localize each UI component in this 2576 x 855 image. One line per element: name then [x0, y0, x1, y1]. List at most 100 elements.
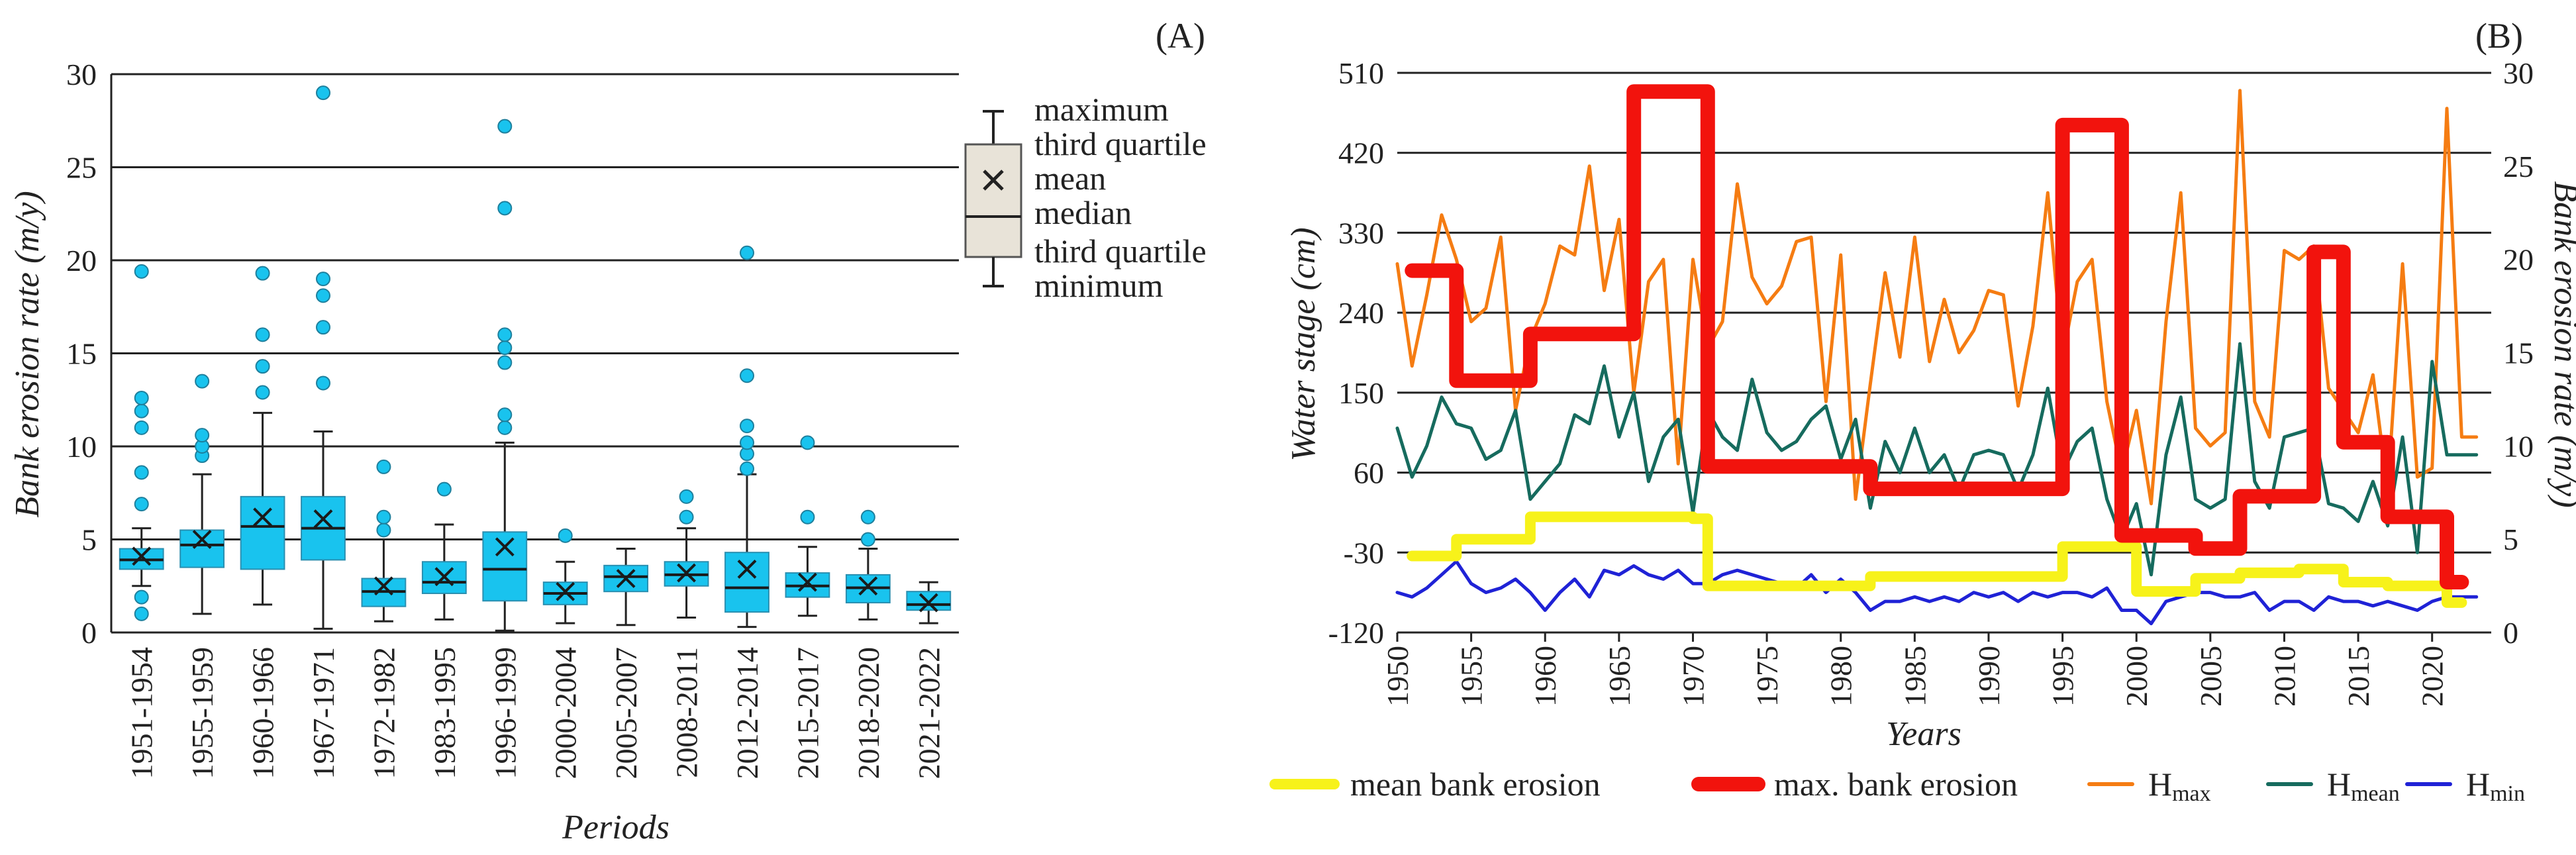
x-tick-label: 1955 — [1455, 646, 1489, 707]
panel-b-right-y-axis-label: Bank erosion rate (m/y) — [2547, 181, 2576, 507]
outlier-point — [558, 528, 573, 543]
mean-marker — [374, 576, 393, 596]
y-tick-label: 510 — [1338, 56, 1384, 90]
panel-b-title: (B) — [2475, 16, 2523, 56]
box-1983-1995 — [421, 481, 467, 621]
panel-b-x-axis-label: Years — [1886, 715, 1961, 753]
outlier-point — [316, 376, 330, 391]
mean-marker — [192, 530, 212, 549]
mean-marker — [253, 507, 272, 527]
x-tick-label: 1995 — [2046, 646, 2080, 707]
x-tick-label: 1950 — [1381, 646, 1414, 707]
y-tick-label: 420 — [1338, 136, 1384, 170]
outlier-point — [740, 245, 754, 260]
x-tick-label: 1983-1995 — [428, 647, 462, 779]
legend-box — [964, 143, 1022, 258]
x-tick-label: 1960 — [1528, 646, 1562, 707]
legend-label-maximum: maximum — [1034, 91, 1169, 128]
outlier-point — [497, 420, 513, 435]
panel-b-legend: mean bank erosion max. bank erosion Hmax Hm… — [1269, 766, 2525, 806]
x-tick-label: 1975 — [1750, 646, 1784, 707]
outlier-point — [497, 119, 513, 134]
outlier-point — [740, 368, 754, 383]
panel-a-y-ticks: 0 5 10 15 20 25 30 — [66, 58, 97, 650]
y-tick-label: 5 — [81, 523, 97, 557]
right-y-tick-label: 30 — [2503, 56, 2534, 90]
outlier-point — [134, 264, 149, 279]
y-tick-label: 330 — [1338, 216, 1384, 250]
panel-b-x-ticks: 1950 1955 1960 1965 1970 1975 1980 1985 1990 1995… — [1381, 632, 2450, 707]
legend-item: Hmin — [2405, 766, 2525, 806]
right-y-tick-label: 15 — [2503, 336, 2534, 370]
panel-b-left-y-axis-label: Water stage (cm) — [1285, 227, 1322, 461]
outlier-point — [134, 390, 149, 405]
panel-b-gridlines — [1397, 72, 2491, 634]
mean-marker — [556, 581, 575, 601]
outlier-point — [800, 435, 815, 450]
iqr-box — [603, 564, 649, 593]
x-tick-label: 2008-2011 — [670, 647, 704, 778]
panel-a-boxes — [119, 85, 952, 632]
x-tick-label: 2005 — [2194, 646, 2228, 707]
outlier-point — [134, 497, 149, 512]
mean-marker — [798, 572, 817, 592]
x-tick-label: 1970 — [1676, 646, 1710, 707]
series-line-hmax — [1395, 89, 2479, 505]
legend-item: Hmean — [2266, 766, 2400, 806]
outlier-point — [376, 459, 391, 474]
x-tick-label: 2010 — [2267, 646, 2301, 707]
panel-b: (B) Water stage (cm) Bank erosion rate (… — [1269, 16, 2576, 806]
right-y-tick-label: 20 — [2503, 243, 2534, 277]
panel-b-left-y-ticks: -120 -30 60 150 240 330 420 510 — [1328, 56, 1384, 650]
legend-item: Hmax — [2087, 766, 2211, 806]
outlier-point — [134, 589, 149, 605]
y-tick-label: 0 — [81, 616, 97, 650]
right-y-tick-label: 25 — [2503, 150, 2534, 183]
mean-marker — [918, 593, 938, 613]
iqr-box — [240, 495, 285, 570]
x-tick-label: 1955-1959 — [185, 647, 219, 779]
outlier-point — [740, 435, 754, 450]
x-tick-label: 2000 — [2120, 646, 2154, 707]
x-tick-label: 2018-2020 — [852, 647, 885, 779]
right-y-tick-label: 0 — [2503, 616, 2518, 650]
outlier-point — [255, 359, 270, 374]
x-tick-label: 1965 — [1603, 646, 1636, 707]
series-line-hmin — [1395, 560, 2479, 626]
mean-marker — [313, 509, 333, 529]
x-tick-label: 1967-1971 — [307, 647, 340, 779]
legend-label-third-quartile-top: third quartile — [1034, 125, 1207, 162]
outlier-point — [740, 461, 754, 476]
outlier-point — [376, 523, 391, 538]
x-tick-label: 1951-1954 — [125, 647, 159, 779]
box-2008-2011 — [664, 489, 709, 619]
legend-item: mean bank erosion — [1269, 766, 1601, 803]
panel-a-box-legend: maximum third quartile mean median third… — [964, 91, 1207, 304]
box-2021-2022 — [906, 581, 952, 625]
legend-label-median: median — [1034, 194, 1132, 231]
mean-marker — [677, 563, 696, 583]
y-tick-label: 25 — [66, 151, 97, 185]
x-tick-label: 1990 — [1972, 646, 2006, 707]
y-tick-label: 15 — [66, 337, 97, 371]
series-line-hmean — [1395, 342, 2479, 577]
legend-label-mean: mean — [1034, 160, 1106, 197]
right-y-tick-label: 10 — [2503, 429, 2534, 463]
legend-label-minimum: minimum — [1034, 267, 1164, 304]
x-tick-label: 1996-1999 — [488, 647, 522, 779]
y-tick-label: 240 — [1338, 296, 1384, 330]
panel-a-gridlines — [110, 73, 959, 634]
mean-marker — [616, 569, 636, 588]
outlier-point — [316, 272, 330, 287]
outlier-point — [255, 266, 270, 281]
outlier-point — [255, 327, 270, 342]
x-tick-label: 2015 — [2342, 646, 2375, 707]
legend-label: mean bank erosion — [1350, 766, 1601, 803]
legend-item: max. bank erosion — [1691, 766, 2018, 803]
outlier-point — [800, 509, 815, 525]
mean-marker — [858, 576, 878, 596]
x-tick-label: 2020 — [2416, 646, 2450, 707]
x-tick-label: 1985 — [1898, 646, 1932, 707]
outlier-point — [860, 532, 875, 547]
series-line-mean-bank-erosion — [1407, 511, 2467, 608]
